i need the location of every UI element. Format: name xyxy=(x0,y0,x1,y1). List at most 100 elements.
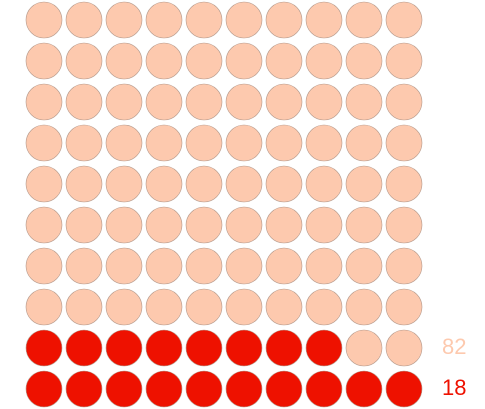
waffle-cell xyxy=(145,124,183,162)
waffle-cell xyxy=(225,83,263,121)
waffle-cell xyxy=(225,206,263,244)
waffle-cell xyxy=(305,165,343,203)
waffle-cell xyxy=(385,206,423,244)
waffle-cell xyxy=(345,329,383,367)
waffle-cell xyxy=(145,329,183,367)
waffle-cell xyxy=(65,124,103,162)
waffle-cell xyxy=(105,83,143,121)
waffle-cell xyxy=(225,165,263,203)
waffle-cell xyxy=(25,124,63,162)
waffle-cell xyxy=(305,370,343,408)
waffle-cell xyxy=(265,83,303,121)
waffle-cell xyxy=(305,42,343,80)
waffle-cell xyxy=(225,288,263,326)
waffle-cell xyxy=(345,247,383,285)
waffle-cell xyxy=(345,124,383,162)
waffle-cell xyxy=(385,1,423,39)
waffle-cell xyxy=(185,206,223,244)
waffle-cell xyxy=(345,42,383,80)
waffle-cell xyxy=(25,206,63,244)
waffle-cell xyxy=(185,42,223,80)
waffle-cell xyxy=(65,288,103,326)
waffle-cell xyxy=(345,288,383,326)
waffle-cell xyxy=(345,1,383,39)
waffle-cell xyxy=(25,165,63,203)
waffle-cell xyxy=(25,288,63,326)
waffle-cell xyxy=(385,247,423,285)
waffle-cell xyxy=(145,42,183,80)
waffle-cell xyxy=(345,370,383,408)
waffle-cell xyxy=(265,247,303,285)
waffle-cell xyxy=(225,42,263,80)
waffle-cell xyxy=(25,247,63,285)
waffle-cell xyxy=(305,83,343,121)
waffle-cell xyxy=(105,165,143,203)
waffle-cell xyxy=(385,83,423,121)
waffle-cell xyxy=(185,165,223,203)
waffle-cell xyxy=(65,329,103,367)
value-label: 82 xyxy=(442,334,466,359)
waffle-cell xyxy=(185,329,223,367)
waffle-cell xyxy=(105,1,143,39)
waffle-cell xyxy=(225,329,263,367)
waffle-cell xyxy=(265,124,303,162)
waffle-cell xyxy=(385,370,423,408)
waffle-cell xyxy=(145,206,183,244)
waffle-cell xyxy=(305,247,343,285)
waffle-cell xyxy=(305,206,343,244)
waffle-cell xyxy=(105,247,143,285)
waffle-cell xyxy=(65,165,103,203)
waffle-cell xyxy=(385,124,423,162)
waffle-cell xyxy=(305,1,343,39)
waffle-cell xyxy=(105,329,143,367)
waffle-cell xyxy=(185,247,223,285)
waffle-cell xyxy=(105,206,143,244)
waffle-cell xyxy=(65,370,103,408)
waffle-cell xyxy=(185,83,223,121)
value-label: 18 xyxy=(442,375,466,400)
waffle-cell xyxy=(185,288,223,326)
waffle-cell xyxy=(145,83,183,121)
waffle-cell xyxy=(185,370,223,408)
waffle-cell xyxy=(385,42,423,80)
waffle-cell xyxy=(225,247,263,285)
waffle-cell xyxy=(25,1,63,39)
waffle-cell xyxy=(385,288,423,326)
waffle-cell xyxy=(145,370,183,408)
waffle-cell xyxy=(25,329,63,367)
waffle-cell xyxy=(105,370,143,408)
waffle-cell xyxy=(265,42,303,80)
waffle-cell xyxy=(105,288,143,326)
waffle-cell xyxy=(345,165,383,203)
waffle-cell xyxy=(185,124,223,162)
waffle-cell xyxy=(185,1,223,39)
waffle-cell xyxy=(225,1,263,39)
waffle-cell xyxy=(265,329,303,367)
waffle-cell xyxy=(265,206,303,244)
waffle-cell xyxy=(105,124,143,162)
waffle-cell xyxy=(305,124,343,162)
waffle-cell xyxy=(225,370,263,408)
waffle-cell xyxy=(105,42,143,80)
waffle-cell xyxy=(345,83,383,121)
waffle-cell xyxy=(25,83,63,121)
waffle-cell xyxy=(25,370,63,408)
waffle-cell xyxy=(65,83,103,121)
waffle-cell xyxy=(65,206,103,244)
waffle-cell xyxy=(265,370,303,408)
waffle-cell xyxy=(145,165,183,203)
waffle-cell xyxy=(305,288,343,326)
waffle-cell xyxy=(65,1,103,39)
waffle-cell xyxy=(145,1,183,39)
waffle-cell xyxy=(25,42,63,80)
waffle-cell xyxy=(305,329,343,367)
waffle-cell xyxy=(65,42,103,80)
waffle-cell xyxy=(265,165,303,203)
waffle-cell xyxy=(145,247,183,285)
waffle-cell xyxy=(65,247,103,285)
waffle-cell xyxy=(385,165,423,203)
waffle-cell xyxy=(265,1,303,39)
waffle-cell xyxy=(345,206,383,244)
waffle-cell xyxy=(385,329,423,367)
